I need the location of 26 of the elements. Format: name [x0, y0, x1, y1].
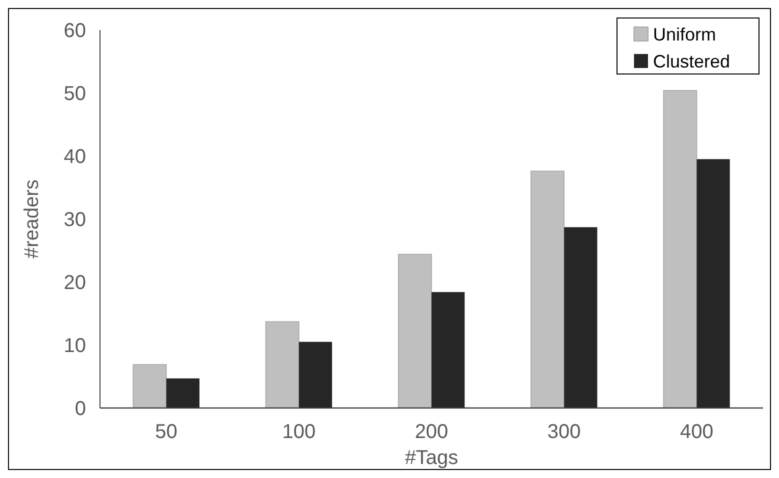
y-tick-label: 10: [64, 335, 86, 357]
bar: [432, 292, 465, 408]
x-tick-label: 400: [680, 421, 714, 443]
x-tick-label: 100: [282, 421, 316, 443]
bar: [530, 170, 564, 408]
bar: [564, 227, 598, 408]
x-axis-title: #Tags: [404, 447, 458, 469]
y-tick-label: 60: [64, 20, 86, 42]
y-tick-label: 30: [64, 209, 86, 231]
bar: [663, 90, 698, 408]
y-axis-title: #readers: [21, 180, 43, 258]
legend-label: Uniform: [653, 24, 716, 44]
x-tick-label: 200: [414, 421, 448, 443]
legend-label: Clustered: [653, 51, 730, 72]
bar: [265, 321, 300, 408]
y-tick-label: 50: [64, 83, 86, 105]
bar: [132, 364, 167, 408]
bar: [696, 159, 730, 408]
bar: [166, 378, 200, 408]
bar: [298, 342, 332, 408]
x-tick-label: 50: [155, 421, 178, 443]
x-tick-label: 300: [547, 421, 581, 443]
bar: [398, 254, 432, 408]
y-tick-label: 40: [64, 146, 86, 168]
y-tick-label: 20: [64, 272, 86, 294]
y-tick-label: 0: [74, 398, 86, 420]
